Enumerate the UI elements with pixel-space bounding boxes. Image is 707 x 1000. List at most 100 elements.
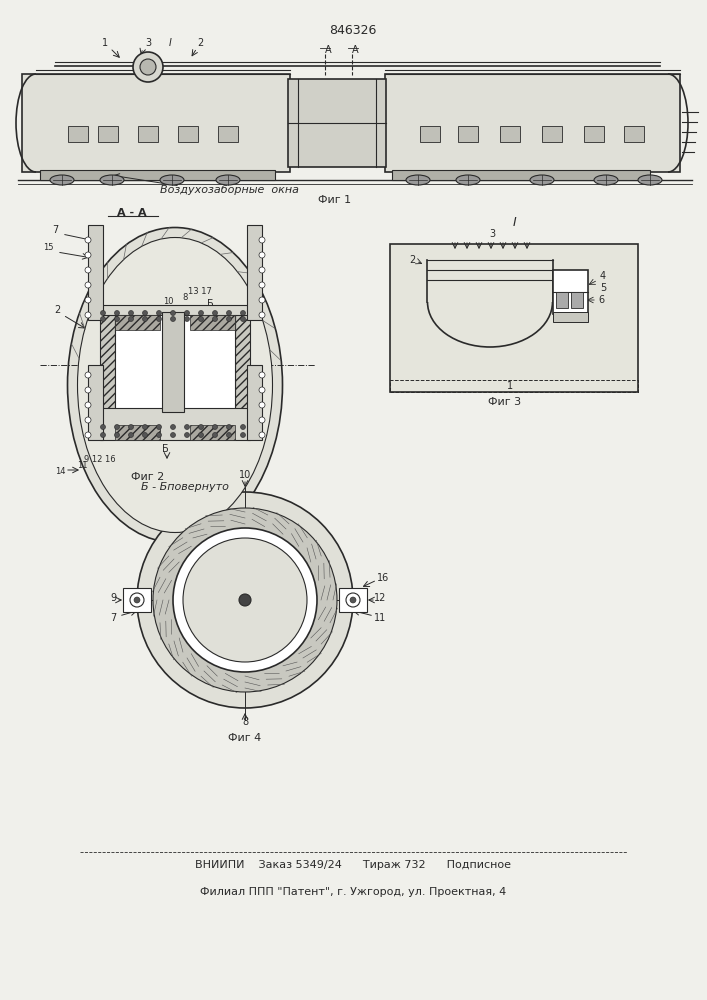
Circle shape: [129, 310, 134, 316]
Circle shape: [85, 297, 91, 303]
Bar: [40, 170, 275, 180]
Circle shape: [185, 424, 189, 430]
Text: Б: Б: [206, 299, 214, 309]
Text: 3: 3: [145, 38, 151, 48]
Circle shape: [143, 316, 148, 322]
Text: А: А: [351, 45, 358, 55]
Bar: [247, 225, 262, 320]
Bar: [115, 425, 160, 440]
Bar: [100, 305, 250, 320]
Circle shape: [346, 593, 360, 607]
Bar: [100, 315, 115, 410]
Ellipse shape: [50, 175, 74, 185]
Bar: [624, 126, 644, 142]
Text: 846326: 846326: [329, 23, 377, 36]
Text: ВНИИПИ    Заказ 5349/24      Тираж 732      Подписное: ВНИИПИ Заказ 5349/24 Тираж 732 Подписное: [195, 860, 511, 870]
Text: 11: 11: [77, 460, 87, 470]
Circle shape: [199, 424, 204, 430]
Bar: [420, 126, 440, 142]
Circle shape: [259, 312, 265, 318]
Text: 8: 8: [182, 292, 187, 302]
Bar: [553, 270, 588, 314]
Text: 10: 10: [239, 470, 251, 480]
Bar: [390, 244, 638, 392]
Circle shape: [134, 597, 140, 603]
Circle shape: [259, 267, 265, 273]
Circle shape: [100, 310, 105, 316]
Text: Б: Б: [162, 444, 168, 454]
Circle shape: [85, 282, 91, 288]
Circle shape: [213, 432, 218, 438]
Bar: [500, 126, 520, 142]
Circle shape: [100, 424, 105, 430]
Bar: [458, 126, 478, 142]
Circle shape: [240, 424, 245, 430]
Bar: [178, 126, 198, 142]
Bar: [138, 126, 158, 142]
Circle shape: [115, 316, 119, 322]
Text: 7: 7: [110, 613, 116, 623]
Circle shape: [170, 310, 175, 316]
Bar: [542, 126, 562, 142]
Bar: [123, 588, 151, 612]
Circle shape: [259, 282, 265, 288]
Bar: [68, 126, 88, 142]
Circle shape: [100, 432, 105, 438]
Text: 6: 6: [598, 295, 604, 305]
Text: 13 17: 13 17: [188, 288, 212, 296]
Text: А: А: [325, 45, 332, 55]
Bar: [339, 588, 367, 612]
Circle shape: [115, 310, 119, 316]
Ellipse shape: [216, 175, 240, 185]
Bar: [385, 74, 680, 172]
Bar: [162, 312, 184, 412]
Ellipse shape: [594, 175, 618, 185]
Bar: [98, 126, 118, 142]
Circle shape: [226, 316, 231, 322]
Circle shape: [259, 417, 265, 423]
Text: 14: 14: [54, 468, 65, 477]
Circle shape: [259, 372, 265, 378]
Circle shape: [170, 316, 175, 322]
Circle shape: [240, 310, 245, 316]
Ellipse shape: [638, 175, 662, 185]
Text: 5: 5: [600, 283, 606, 293]
Text: 2: 2: [409, 255, 415, 265]
Text: 12: 12: [374, 593, 386, 603]
Text: 9: 9: [110, 593, 116, 603]
Text: 16: 16: [377, 573, 389, 583]
Circle shape: [185, 316, 189, 322]
Circle shape: [199, 310, 204, 316]
Circle shape: [170, 432, 175, 438]
Bar: [100, 408, 250, 440]
Circle shape: [85, 252, 91, 258]
Text: Б - Бповернуто: Б - Бповернуто: [141, 482, 229, 492]
Circle shape: [350, 597, 356, 603]
Bar: [88, 365, 103, 440]
Text: 8: 8: [242, 717, 248, 727]
Circle shape: [129, 316, 134, 322]
Circle shape: [240, 316, 245, 322]
Ellipse shape: [160, 175, 184, 185]
Circle shape: [85, 402, 91, 408]
Circle shape: [173, 528, 317, 672]
Circle shape: [185, 432, 189, 438]
Bar: [556, 292, 568, 308]
Circle shape: [85, 432, 91, 438]
Circle shape: [183, 538, 307, 662]
Bar: [571, 292, 583, 308]
Circle shape: [199, 432, 204, 438]
Circle shape: [240, 432, 245, 438]
Circle shape: [115, 432, 119, 438]
Circle shape: [129, 432, 134, 438]
Text: 10: 10: [163, 298, 173, 306]
Bar: [22, 74, 290, 172]
Circle shape: [259, 432, 265, 438]
Circle shape: [85, 267, 91, 273]
Circle shape: [170, 424, 175, 430]
Circle shape: [85, 372, 91, 378]
Circle shape: [259, 252, 265, 258]
Text: А - А: А - А: [117, 208, 147, 218]
Circle shape: [133, 52, 163, 82]
Text: Фиг 4: Фиг 4: [228, 733, 262, 743]
